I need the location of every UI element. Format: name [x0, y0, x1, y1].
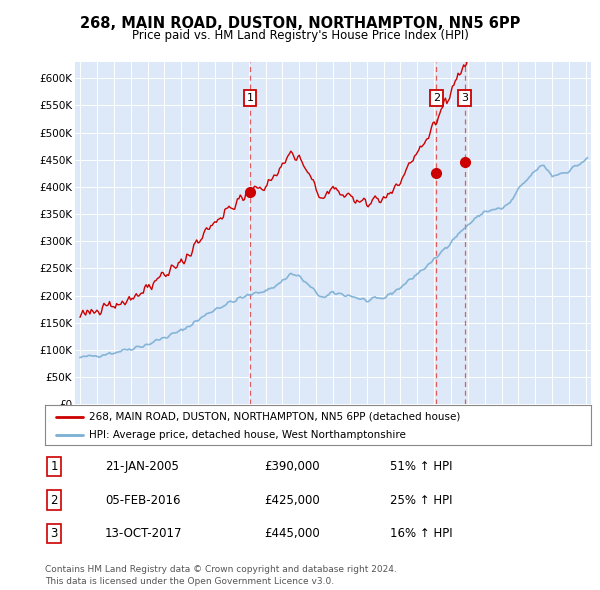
- Text: 16% ↑ HPI: 16% ↑ HPI: [390, 527, 452, 540]
- Text: 3: 3: [50, 527, 58, 540]
- Text: 1: 1: [247, 93, 254, 103]
- Text: £445,000: £445,000: [264, 527, 320, 540]
- Text: Contains HM Land Registry data © Crown copyright and database right 2024.
This d: Contains HM Land Registry data © Crown c…: [45, 565, 397, 586]
- Text: 05-FEB-2016: 05-FEB-2016: [105, 493, 181, 507]
- Text: 51% ↑ HPI: 51% ↑ HPI: [390, 460, 452, 473]
- Text: 21-JAN-2005: 21-JAN-2005: [105, 460, 179, 473]
- Text: HPI: Average price, detached house, West Northamptonshire: HPI: Average price, detached house, West…: [89, 431, 406, 440]
- Text: Price paid vs. HM Land Registry's House Price Index (HPI): Price paid vs. HM Land Registry's House …: [131, 30, 469, 42]
- Text: £390,000: £390,000: [264, 460, 320, 473]
- Text: 2: 2: [433, 93, 440, 103]
- Text: 1: 1: [50, 460, 58, 473]
- Text: 268, MAIN ROAD, DUSTON, NORTHAMPTON, NN5 6PP: 268, MAIN ROAD, DUSTON, NORTHAMPTON, NN5…: [80, 16, 520, 31]
- Text: 25% ↑ HPI: 25% ↑ HPI: [390, 493, 452, 507]
- Text: 2: 2: [50, 493, 58, 507]
- Text: 13-OCT-2017: 13-OCT-2017: [105, 527, 182, 540]
- Text: £425,000: £425,000: [264, 493, 320, 507]
- Text: 268, MAIN ROAD, DUSTON, NORTHAMPTON, NN5 6PP (detached house): 268, MAIN ROAD, DUSTON, NORTHAMPTON, NN5…: [89, 412, 460, 422]
- Text: 3: 3: [461, 93, 468, 103]
